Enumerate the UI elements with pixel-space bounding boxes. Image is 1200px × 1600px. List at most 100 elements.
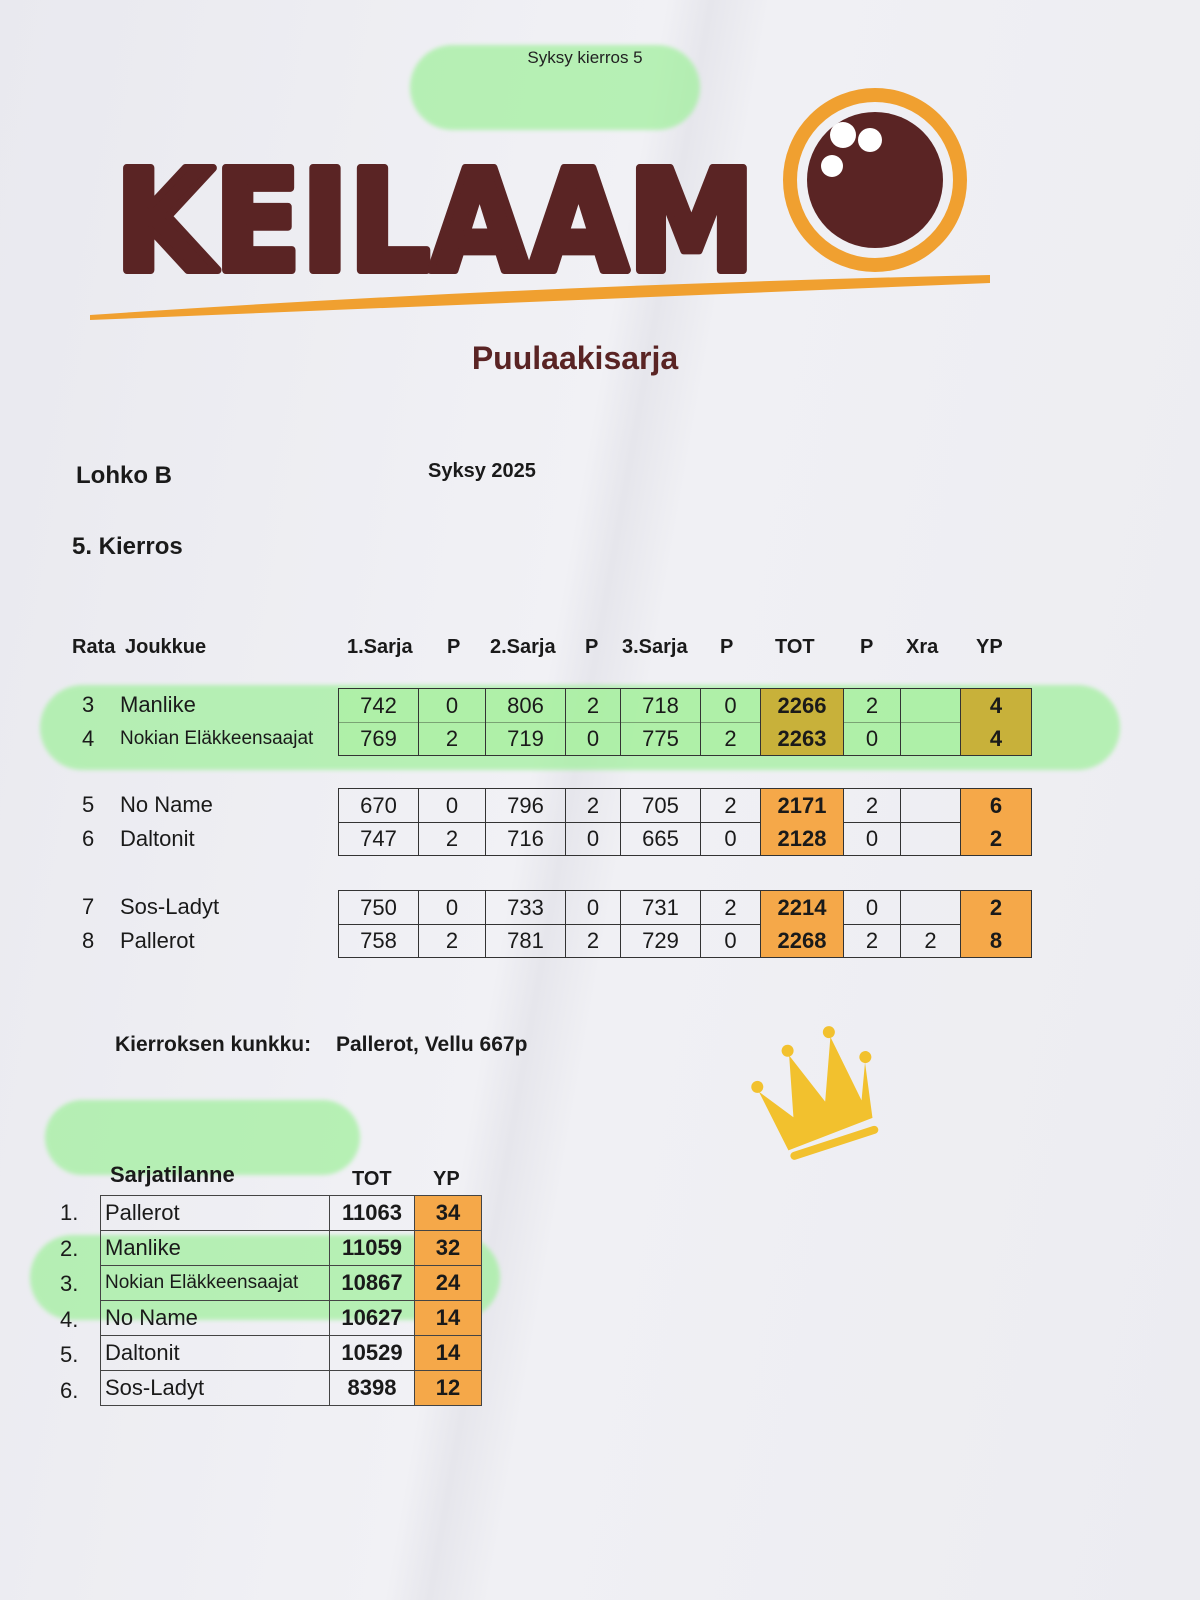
team-name: Daltonit: [120, 826, 195, 851]
cell-pt: 2: [844, 924, 901, 957]
cell-s1: 670: [339, 789, 419, 822]
cell-s2: 733: [486, 891, 566, 924]
standings-row: Daltonit 10529 14: [100, 1335, 482, 1371]
cell-p1: 2: [419, 822, 486, 855]
cell-xra: [901, 689, 961, 722]
match-row: 8 Pallerot 758 2 781 2 729 0 2268 2 2 8: [70, 924, 1060, 958]
col-sarja1: 1.Sarja: [347, 636, 413, 658]
points: 32: [414, 1230, 482, 1266]
lane-number: 5: [82, 792, 95, 817]
cell-xra: [901, 789, 961, 822]
cell-pt: 2: [844, 789, 901, 822]
cell-p2: 0: [566, 722, 621, 755]
cell-p1: 2: [419, 924, 486, 957]
standings-table: Pallerot 11063 34 Manlike 11059 32 Nokian Eläk…: [100, 1195, 482, 1406]
division: Lohko B: [76, 462, 172, 489]
subtitle: Syksy kierros 5: [527, 48, 643, 67]
cell-tot: 2214: [761, 891, 844, 924]
col-xra: Xra: [906, 636, 939, 658]
cell-p1: 0: [419, 689, 486, 722]
col-p3: P: [720, 636, 734, 658]
team-name: No Name: [100, 1300, 330, 1336]
standings-row: No Name 10627 14: [100, 1300, 482, 1336]
cell-xra: [901, 891, 961, 924]
rank-number: 5.: [60, 1342, 79, 1367]
standings-tot-label: TOT: [352, 1168, 392, 1190]
cell-pt: 2: [844, 689, 901, 722]
highlight-mark: [410, 45, 700, 130]
cell-p1: 0: [419, 789, 486, 822]
cell-s3: 718: [621, 689, 701, 722]
logo-text: KEILAAM: [115, 141, 755, 304]
cell-yp: 4: [961, 689, 1031, 722]
total: 10529: [329, 1335, 415, 1371]
total: 11063: [329, 1195, 415, 1231]
team-name: Pallerot: [120, 928, 195, 953]
standings-row: Sos-Ladyt 8398 12: [100, 1370, 482, 1406]
cell-s2: 806: [486, 689, 566, 722]
cell-pt: 0: [844, 822, 901, 855]
cell-tot: 2266: [761, 689, 844, 722]
standings-yp-label: YP: [433, 1168, 460, 1190]
round: 5. Kierros: [72, 533, 183, 560]
cell-tot: 2171: [761, 789, 844, 822]
match-row: 7 Sos-Ladyt 750 0 733 0 731 2 2214 0 2: [70, 890, 1060, 925]
cell-p1: 2: [419, 722, 486, 755]
col-p2: P: [585, 636, 599, 658]
cell-p1: 0: [419, 891, 486, 924]
match-row: 3 Manlike 742 0 806 2 718 0 2266 2 4: [70, 688, 1060, 723]
cell-p2: 2: [566, 924, 621, 957]
cell-p2: 2: [566, 689, 621, 722]
cell-xra: 2: [901, 924, 961, 957]
team-name: Sos-Ladyt: [100, 1370, 330, 1406]
standings-title: Sarjatilanne: [110, 1162, 235, 1187]
cell-pt: 0: [844, 722, 901, 755]
match-group: 3 Manlike 742 0 806 2 718 0 2266 2 4 4 Nokian Eläk…: [70, 688, 1060, 756]
match-row: 5 No Name 670 0 796 2 705 2 2171 2 6: [70, 788, 1060, 823]
standings-row: Nokian Eläkkeensaajat 10867 24: [100, 1265, 482, 1301]
standings-row: Pallerot 11063 34: [100, 1195, 482, 1231]
cell-yp: 2: [961, 822, 1031, 855]
cell-yp: 8: [961, 924, 1031, 957]
cell-p3: 2: [701, 722, 761, 755]
rank-number: 3.: [60, 1271, 79, 1296]
season: Syksy 2025: [428, 460, 536, 482]
total: 8398: [329, 1370, 415, 1406]
cell-s3: 775: [621, 722, 701, 755]
rank-number: 1.: [60, 1200, 79, 1225]
cell-xra: [901, 722, 961, 755]
team-name: Daltonit: [100, 1335, 330, 1371]
col-sarja2: 2.Sarja: [490, 636, 556, 658]
cell-s3: 729: [621, 924, 701, 957]
col-sarja3: 3.Sarja: [622, 636, 688, 658]
cell-s3: 665: [621, 822, 701, 855]
lane-number: 6: [82, 826, 95, 851]
cell-xra: [901, 822, 961, 855]
col-team: Joukkue: [125, 636, 207, 658]
lane-number: 3: [82, 692, 95, 717]
rank-number: 2.: [60, 1235, 79, 1261]
cell-s3: 705: [621, 789, 701, 822]
cell-p3: 0: [701, 689, 761, 722]
cell-s2: 716: [486, 822, 566, 855]
cell-p2: 2: [566, 789, 621, 822]
col-tot: TOT: [775, 636, 815, 658]
cell-s3: 731: [621, 891, 701, 924]
cell-tot: 2128: [761, 822, 844, 855]
team-name: No Name: [120, 792, 213, 817]
cell-s1: 758: [339, 924, 419, 957]
crown-icon: [751, 1026, 879, 1160]
keilaamo-logo: KEILAAM: [90, 88, 990, 320]
col-rata: Rata: [72, 636, 116, 658]
king-value: Pallerot, Vellu 667p: [336, 1033, 528, 1056]
cell-s1: 750: [339, 891, 419, 924]
points: 14: [414, 1335, 482, 1371]
cell-s1: 769: [339, 722, 419, 755]
rank-number: 4.: [60, 1306, 79, 1332]
total: 11059: [329, 1230, 415, 1266]
cell-p3: 0: [701, 822, 761, 855]
col-p1: P: [447, 636, 461, 658]
team-name: Manlike: [120, 692, 196, 717]
team-name: Sos-Ladyt: [120, 894, 220, 919]
highlight-mark: [45, 1100, 360, 1175]
